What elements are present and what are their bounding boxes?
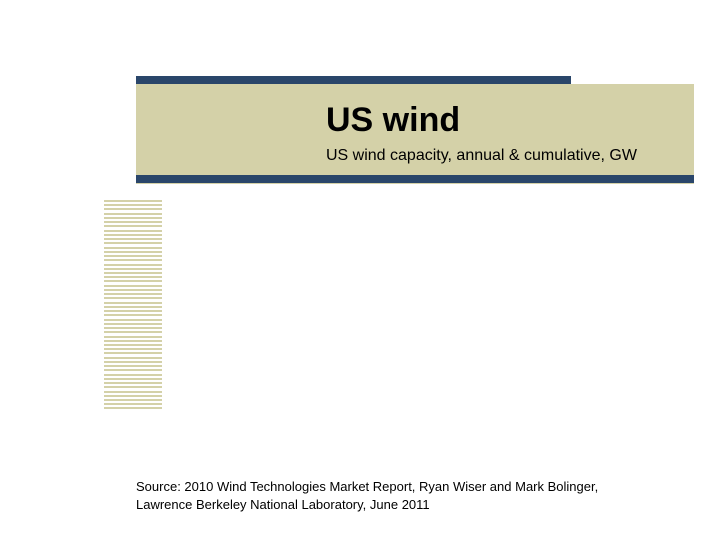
stripe-line (104, 361, 162, 363)
stripe-line (104, 285, 162, 287)
decorative-stripes (104, 200, 162, 410)
stripe-line (104, 268, 162, 270)
stripe-line (104, 344, 162, 346)
stripe-line (104, 221, 162, 223)
source-line-1: Source: 2010 Wind Technologies Market Re… (136, 479, 598, 494)
stripe-line (104, 378, 162, 380)
stripe-line (104, 369, 162, 371)
stripe-line (104, 314, 162, 316)
stripe-line (104, 319, 162, 321)
stripe-line (104, 382, 162, 384)
stripe-line (104, 259, 162, 261)
stripe-line (104, 213, 162, 215)
stripe-line (104, 264, 162, 266)
stripe-line (104, 272, 162, 274)
stripe-line (104, 234, 162, 236)
stripe-line (104, 247, 162, 249)
stripe-line (104, 391, 162, 393)
slide-subtitle: US wind capacity, annual & cumulative, G… (326, 147, 637, 165)
stripe-line (104, 323, 162, 325)
stripe-line (104, 302, 162, 304)
stripe-line (104, 386, 162, 388)
stripe-line (104, 204, 162, 206)
slide-title: US wind (326, 102, 460, 139)
stripe-line (104, 340, 162, 342)
stripe-line (104, 306, 162, 308)
stripe-line (104, 365, 162, 367)
stripe-line (104, 242, 162, 244)
stripe-line (104, 208, 162, 210)
slide: US wind US wind capacity, annual & cumul… (0, 0, 720, 540)
stripe-line (104, 276, 162, 278)
stripe-line (104, 310, 162, 312)
stripe-line (104, 352, 162, 354)
stripe-line (104, 255, 162, 257)
stripe-line (104, 200, 162, 202)
stripe-line (104, 374, 162, 376)
header-top-bar (136, 76, 571, 84)
stripe-line (104, 399, 162, 401)
stripe-line (104, 251, 162, 253)
stripe-line (104, 336, 162, 338)
stripe-line (104, 327, 162, 329)
stripe-line (104, 297, 162, 299)
stripe-line (104, 403, 162, 405)
stripe-line (104, 348, 162, 350)
stripe-line (104, 293, 162, 295)
source-line-2: Lawrence Berkeley National Laboratory, J… (136, 497, 430, 512)
stripe-line (104, 289, 162, 291)
stripe-line (104, 238, 162, 240)
source-citation: Source: 2010 Wind Technologies Market Re… (136, 478, 666, 513)
stripe-line (104, 331, 162, 333)
stripe-line (104, 280, 162, 282)
stripe-line (104, 217, 162, 219)
stripe-line (104, 407, 162, 409)
stripe-line (104, 357, 162, 359)
stripe-line (104, 395, 162, 397)
stripe-line (104, 230, 162, 232)
stripe-line (104, 225, 162, 227)
header-bottom-bar (136, 175, 694, 183)
